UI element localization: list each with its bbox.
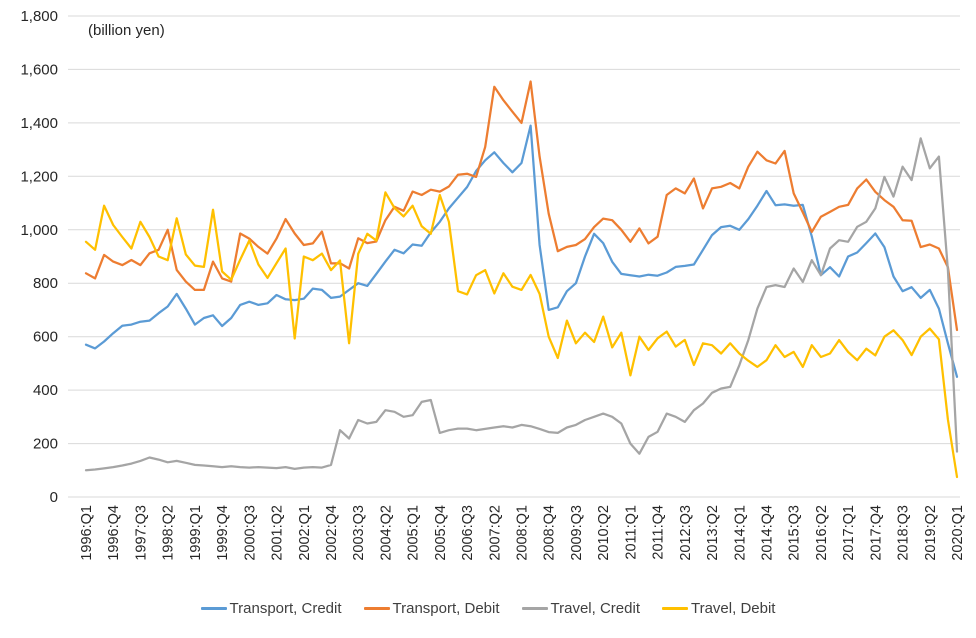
y-tick-label: 1,600 bbox=[20, 61, 58, 78]
y-tick-label: 1,000 bbox=[20, 222, 58, 239]
legend-item: Travel, Debit bbox=[661, 600, 776, 617]
x-tick-label: 2002:Q1 bbox=[297, 505, 313, 561]
y-tick-label: 1,400 bbox=[20, 115, 58, 132]
legend-label: Transport, Debit bbox=[392, 600, 500, 617]
y-tick-label: 600 bbox=[33, 329, 58, 346]
series-transport-debit bbox=[84, 80, 959, 332]
x-tick-label: 2017:Q1 bbox=[841, 505, 857, 561]
x-tick-label: 2011:Q1 bbox=[623, 505, 639, 560]
y-tick-label: 200 bbox=[33, 436, 58, 453]
series-travel-debit bbox=[84, 191, 959, 479]
x-tick-label: 2018:Q3 bbox=[896, 505, 912, 561]
x-tick-label: 1996:Q1 bbox=[79, 505, 95, 561]
x-tick-label: 2001:Q2 bbox=[270, 505, 286, 561]
x-tick-label: 1996:Q4 bbox=[106, 505, 122, 561]
x-tick-label: 2019:Q2 bbox=[923, 505, 939, 561]
y-tick-label: 400 bbox=[33, 382, 58, 399]
x-tick-label: 2005:Q1 bbox=[406, 505, 422, 561]
unit-label: (billion yen) bbox=[88, 22, 165, 39]
x-tick-label: 2009:Q3 bbox=[569, 505, 585, 561]
legend-item: Transport, Debit bbox=[363, 600, 500, 617]
legend-label: Travel, Credit bbox=[550, 600, 640, 617]
x-tick-label: 2020:Q1 bbox=[950, 505, 966, 561]
y-tick-label: 1,800 bbox=[20, 8, 58, 25]
x-tick-label: 2004:Q2 bbox=[378, 505, 394, 561]
legend-line-swatch bbox=[521, 607, 548, 610]
legend: Transport, Credit Transport, Debit Travel,… bbox=[0, 600, 976, 617]
x-tick-label: 2006:Q3 bbox=[460, 505, 476, 561]
x-tick-label: 2015:Q3 bbox=[787, 505, 803, 561]
y-tick-label: 1,200 bbox=[20, 168, 58, 185]
x-tick-label: 2003:Q3 bbox=[351, 505, 367, 561]
x-tick-label: 2008:Q1 bbox=[515, 505, 531, 561]
x-tick-label: 2016:Q2 bbox=[814, 505, 830, 561]
legend-label: Transport, Credit bbox=[229, 600, 342, 617]
legend-line-swatch bbox=[200, 607, 227, 610]
legend-item: Transport, Credit bbox=[200, 600, 342, 617]
x-tick-label: 2011:Q4 bbox=[651, 505, 667, 560]
x-tick-label: 2017:Q4 bbox=[868, 505, 884, 561]
x-tick-label: 2005:Q4 bbox=[433, 505, 449, 561]
legend-line-swatch bbox=[363, 607, 390, 610]
x-tick-label: 2007:Q2 bbox=[487, 505, 503, 561]
y-tick-label: 0 bbox=[50, 489, 58, 506]
y-tick-label: 800 bbox=[33, 275, 58, 292]
x-tick-label: 1998:Q2 bbox=[161, 505, 177, 561]
x-tick-label: 1999:Q4 bbox=[215, 505, 231, 561]
series-travel-credit bbox=[84, 137, 959, 472]
x-tick-label: 2014:Q4 bbox=[760, 505, 776, 561]
x-tick-label: 2010:Q2 bbox=[596, 505, 612, 561]
series-transport-credit bbox=[84, 124, 959, 378]
x-tick-label: 2000:Q3 bbox=[242, 505, 258, 561]
x-tick-label: 2014:Q1 bbox=[732, 505, 748, 561]
x-tick-label: 2002:Q4 bbox=[324, 505, 340, 561]
x-tick-label: 1999:Q1 bbox=[188, 505, 204, 561]
x-tick-label: 2012:Q3 bbox=[678, 505, 694, 561]
x-tick-label: 2008:Q4 bbox=[542, 505, 558, 561]
legend-label: Travel, Debit bbox=[690, 600, 776, 617]
legend-line-swatch bbox=[661, 607, 688, 610]
legend-item: Travel, Credit bbox=[521, 600, 640, 617]
x-tick-label: 2013:Q2 bbox=[705, 505, 721, 561]
x-tick-label: 1997:Q3 bbox=[133, 505, 149, 561]
